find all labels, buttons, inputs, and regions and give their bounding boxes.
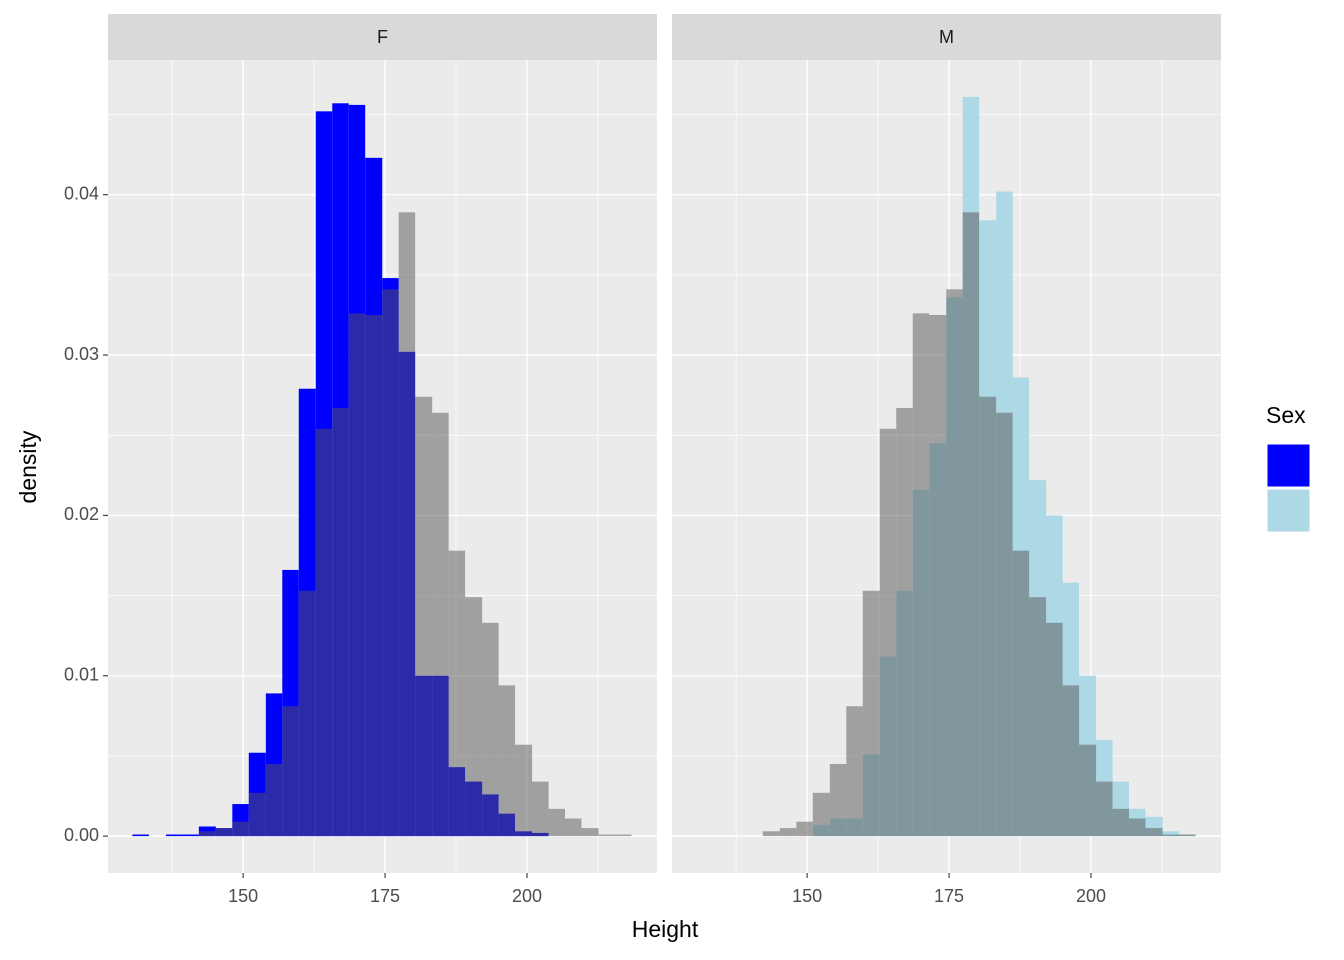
histogram-bar [812, 792, 830, 837]
histogram-bar [548, 808, 566, 837]
histogram-bar [862, 590, 880, 837]
y-tick-label: 0.01 [64, 665, 99, 685]
x-tick-label: 175 [934, 886, 964, 906]
histogram-bar [962, 212, 980, 837]
x-tick-label: 200 [1076, 886, 1106, 906]
histogram-bar [515, 744, 533, 837]
histogram-bar [482, 622, 499, 837]
histogram-bar [1162, 834, 1179, 837]
histogram-bar [846, 706, 863, 837]
histogram-bar [1046, 622, 1063, 837]
x-tick-label: 200 [512, 886, 542, 906]
histogram-bar [946, 289, 963, 837]
histogram-bar [779, 828, 797, 837]
facet-title: M [939, 27, 954, 47]
histogram-bar [265, 763, 283, 837]
histogram-bar [298, 590, 316, 837]
histogram-bar [465, 597, 483, 837]
histogram-bar [1145, 828, 1163, 837]
histogram-bar [1079, 744, 1097, 837]
histogram-bar [912, 313, 930, 837]
histogram-bar [598, 834, 615, 837]
facet-title: F [377, 27, 388, 47]
histogram-bar [1096, 781, 1113, 837]
histogram-bar [1012, 550, 1030, 837]
histogram-bar [398, 212, 416, 837]
histogram-bar [896, 407, 913, 837]
histogram-bar [796, 821, 813, 837]
strip [108, 14, 657, 60]
histogram-bar [365, 314, 383, 837]
histogram-bar [1129, 818, 1146, 837]
histogram-bar [1162, 831, 1179, 837]
histogram-bar [829, 763, 847, 837]
histogram-bar [614, 834, 632, 837]
legend-title: Sex [1266, 402, 1306, 428]
histogram-bar [581, 828, 599, 837]
y-axis-label: density [15, 430, 41, 503]
histogram-bar [232, 821, 249, 837]
x-axis-label: Height [632, 916, 699, 942]
histogram-bar [315, 428, 333, 837]
y-tick-label: 0.00 [64, 825, 99, 845]
histogram-bar [498, 685, 516, 837]
legend-key [1266, 488, 1311, 533]
y-tick-label: 0.03 [64, 344, 99, 364]
histogram-bar [348, 313, 366, 837]
histogram-bar [382, 289, 399, 837]
x-tick-label: 175 [370, 886, 400, 906]
histogram-bar [415, 396, 433, 837]
histogram-bar [1112, 808, 1130, 837]
strip [672, 14, 1221, 60]
histogram-bar [248, 792, 266, 837]
histogram-bar [1062, 685, 1080, 837]
y-tick-label: 0.04 [64, 183, 99, 203]
legend-key [1266, 443, 1311, 488]
x-tick-label: 150 [228, 886, 258, 906]
x-tick-label: 150 [792, 886, 822, 906]
histogram-bar [996, 412, 1013, 837]
histogram-bar [1029, 597, 1047, 837]
histogram-bar [565, 818, 582, 837]
histogram-bar [929, 314, 947, 837]
histogram-bar [282, 706, 299, 837]
histogram-bar [182, 834, 199, 837]
histogram-bar [432, 412, 449, 837]
y-tick-label: 0.02 [64, 504, 99, 524]
histogram-bar [132, 834, 149, 837]
histogram-bar [165, 834, 183, 837]
histogram-bar [332, 407, 349, 837]
histogram-bar [215, 828, 233, 837]
histogram-bar [1178, 834, 1196, 837]
histogram-bar [198, 831, 216, 837]
histogram-bar [532, 781, 549, 837]
histogram-bar [448, 550, 466, 837]
histogram-bar [762, 831, 780, 837]
histogram-bar [979, 396, 997, 837]
histogram-bar [879, 428, 897, 837]
